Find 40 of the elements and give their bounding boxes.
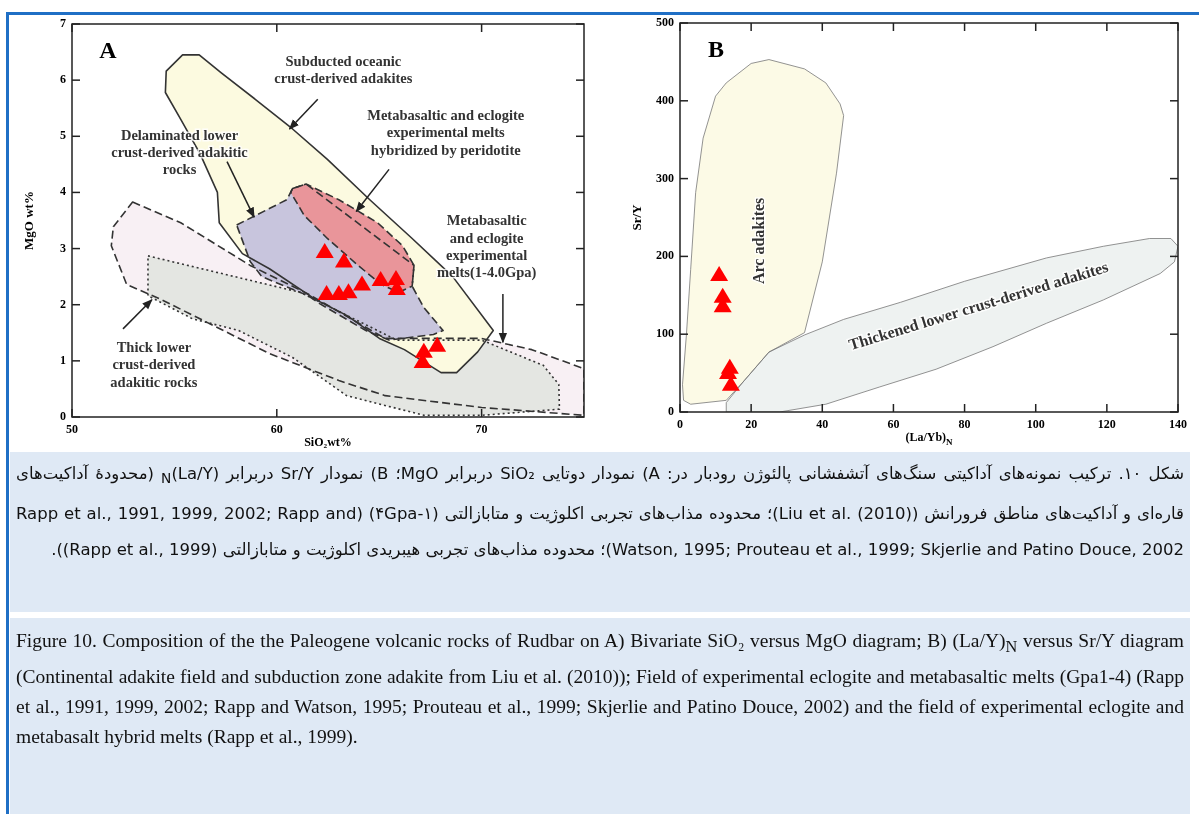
- point: [315, 242, 334, 258]
- x-tick-label: 20: [745, 416, 758, 431]
- x-tick-label: 100: [1026, 416, 1045, 431]
- y-axis-title: MgO wt%: [20, 191, 36, 250]
- y-tick-label: 1: [60, 352, 66, 367]
- x-axis-title: SiO₂wt%: [304, 434, 352, 449]
- y-tick-label: 7: [60, 15, 66, 30]
- annotation: B: [707, 35, 725, 62]
- annotation: Thick lower crust-derived adakitic rocks: [110, 338, 198, 390]
- y-tick-label: 200: [656, 248, 674, 263]
- y-tick-label: 5: [60, 128, 66, 143]
- x-tick-label: 50: [66, 421, 78, 436]
- x-tick-label: 140: [1169, 416, 1187, 431]
- y-tick-label: 2: [60, 296, 66, 311]
- x-tick-label: 40: [816, 416, 829, 431]
- x-tick-label: 120: [1097, 416, 1116, 431]
- y-tick-label: 6: [60, 71, 66, 86]
- y-tick-label: 500: [656, 14, 674, 29]
- annotation: Metabasaltic and eclogite experimental melts hybridized by peridotite: [367, 106, 525, 158]
- annotation: Subducted oceanic crust-derived adakites: [274, 52, 413, 87]
- y-tick-label: 3: [60, 240, 66, 255]
- annotation: Arc adakites: [749, 197, 767, 285]
- point: [428, 336, 447, 352]
- y-tick-label: 300: [656, 170, 674, 185]
- y-axis-title: Sr/Y: [628, 203, 644, 231]
- x-tick-label: 80: [958, 416, 971, 431]
- y-tick-label: 0: [668, 403, 674, 418]
- y-tick-label: 400: [656, 92, 674, 107]
- caption: Figure 10. Composition of the the Paleogene volcanic rocks of Rudbar on A) Bivariate SiO₂ versus MgO diagram; B) (La/Y)$_{N}$ versus Sr/Y diagram (Continental adakite field and subduction zone adakite from Liu et al. (2010)); Field of experimental eclogite and metabasaltic melts (Gpa1-4) (Rapp et al., 1991, 1999, 2002; Rapp and Watson, 1995; Prouteau et al., 1999; Skjerlie and Patino Douce, 2002) and the field of experimental eclogite and metabasalt hybrid melts (Rapp et al., 1999).: [10, 618, 1190, 814]
- annotation: A: [99, 36, 118, 63]
- y-tick-label: 100: [656, 325, 674, 340]
- point: [371, 271, 390, 287]
- x-tick-label: 60: [887, 416, 900, 431]
- x-axis-title: (La/Yb)$_{N}$: [905, 429, 954, 448]
- x-tick-label: 70: [475, 421, 488, 436]
- y-tick-label: 4: [60, 184, 66, 199]
- point: [710, 266, 729, 282]
- point: [353, 275, 371, 291]
- point: [334, 252, 353, 268]
- x-tick-label: 60: [270, 421, 283, 436]
